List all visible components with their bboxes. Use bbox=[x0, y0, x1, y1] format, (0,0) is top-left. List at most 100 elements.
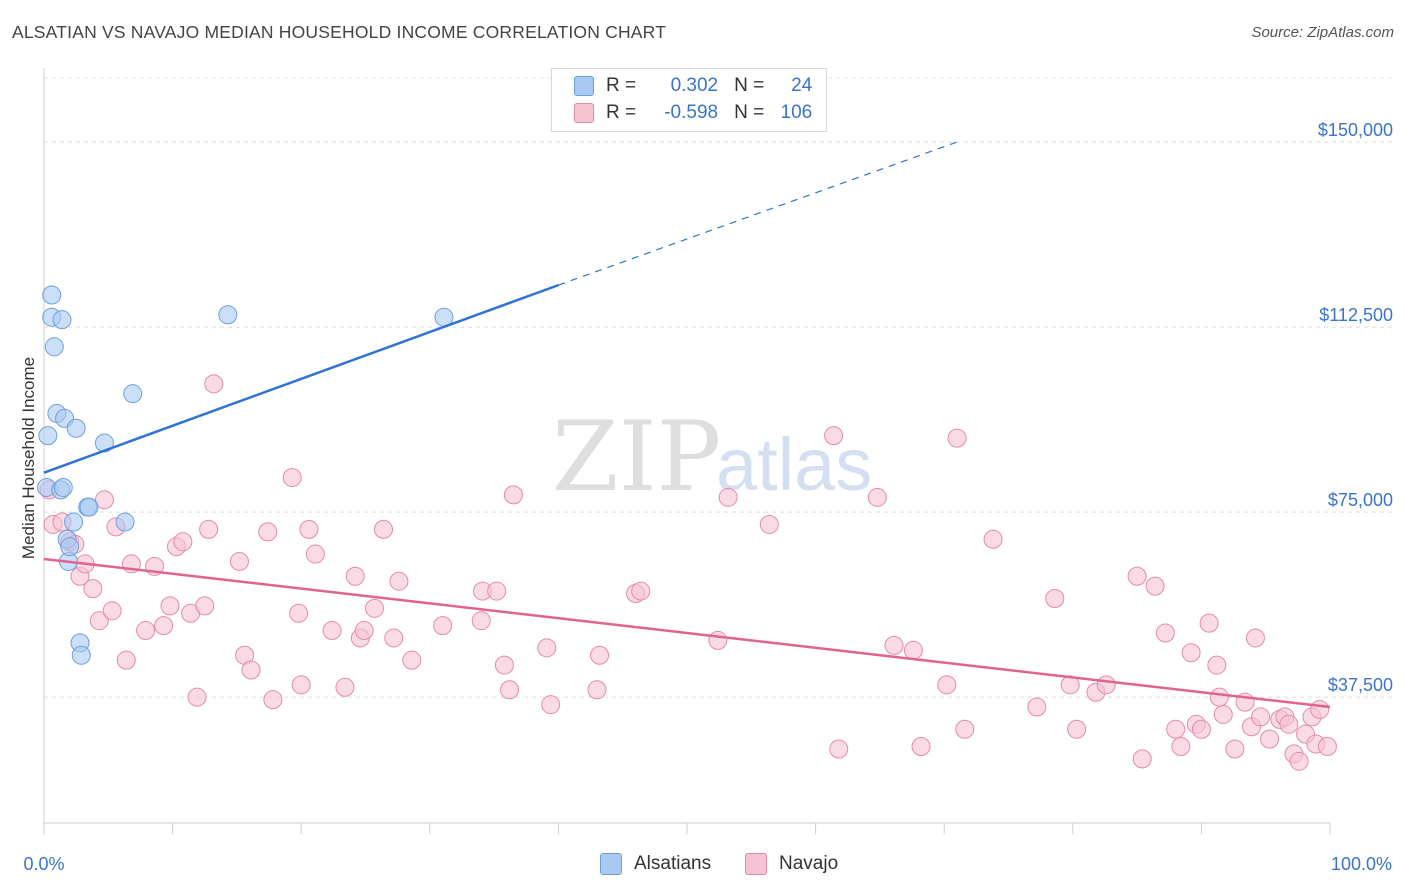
alsatians-point bbox=[71, 645, 91, 665]
stats-legend: R = 0.302 N = 24 R = -0.598 N = 106 bbox=[551, 68, 827, 132]
r-value: -0.598 bbox=[664, 102, 719, 123]
navajo-point bbox=[631, 581, 651, 601]
n-label: N = bbox=[734, 75, 765, 96]
navajo-point bbox=[1067, 719, 1087, 739]
legend-item-navajo[interactable]: Navajo bbox=[745, 851, 838, 877]
trend-lines bbox=[43, 141, 1331, 709]
navajo-point bbox=[374, 519, 394, 539]
navajo-point bbox=[1225, 739, 1245, 759]
navajo-point bbox=[1127, 566, 1147, 586]
navajo-point bbox=[494, 655, 514, 675]
navajo-point bbox=[263, 690, 283, 710]
alsatians-point bbox=[123, 384, 143, 404]
legend-row-alsatians: R = 0.302 N = 24 bbox=[574, 73, 812, 99]
alsatians-trend-line bbox=[43, 283, 559, 474]
alsatians-swatch bbox=[574, 76, 594, 96]
navajo-point bbox=[1279, 714, 1299, 734]
navajo-point bbox=[537, 638, 557, 658]
navajo-point bbox=[1132, 749, 1152, 769]
chart-title: ALSATIAN VS NAVAJO MEDIAN HOUSEHOLD INCO… bbox=[12, 22, 667, 42]
alsatians-point bbox=[66, 418, 86, 438]
navajo-point bbox=[433, 616, 453, 636]
navajo-point bbox=[487, 581, 507, 601]
axes-layer bbox=[43, 68, 1331, 834]
navajo-point bbox=[116, 650, 136, 670]
navajo-point bbox=[1207, 655, 1227, 675]
navajo-point bbox=[89, 611, 109, 631]
navajo-point bbox=[187, 687, 207, 707]
navajo-point bbox=[903, 640, 923, 660]
watermark-atlas: atlas bbox=[716, 423, 872, 506]
alsatians-legend-swatch bbox=[600, 853, 622, 875]
navajo-point bbox=[955, 719, 975, 739]
alsatians-point bbox=[60, 537, 80, 557]
navajo-point bbox=[1191, 719, 1211, 739]
navajo-point bbox=[258, 522, 278, 542]
navajo-point bbox=[136, 621, 156, 641]
navajo-point bbox=[195, 596, 215, 616]
navajo-point bbox=[1171, 737, 1191, 757]
navajo-point bbox=[241, 660, 261, 680]
navajo-point bbox=[173, 532, 193, 552]
navajo-point bbox=[1155, 623, 1175, 643]
x-tick-label: 0.0% bbox=[23, 854, 64, 874]
navajo-series bbox=[39, 374, 1337, 771]
navajo-point bbox=[1199, 613, 1219, 633]
navajo-point bbox=[1181, 643, 1201, 663]
n-value: 106 bbox=[780, 102, 813, 123]
navajo-point bbox=[824, 426, 844, 446]
navajo-point bbox=[289, 603, 309, 623]
navajo-point bbox=[354, 621, 374, 641]
navajo-point bbox=[305, 544, 325, 564]
navajo-point bbox=[1145, 576, 1165, 596]
navajo-point bbox=[402, 650, 422, 670]
alsatians-point bbox=[115, 512, 135, 532]
navajo-point bbox=[199, 519, 219, 539]
navajo-point bbox=[500, 680, 520, 700]
navajo-legend-label: Navajo bbox=[779, 853, 839, 874]
legend-item-alsatians[interactable]: Alsatians bbox=[600, 851, 711, 877]
r-value: 0.302 bbox=[670, 75, 719, 96]
navajo-point bbox=[389, 571, 409, 591]
navajo-point bbox=[102, 601, 122, 621]
navajo-point bbox=[718, 487, 738, 507]
navajo-point bbox=[335, 677, 355, 697]
x-tick-label: 100.0% bbox=[1331, 854, 1392, 874]
navajo-point bbox=[708, 630, 728, 650]
alsatians-point bbox=[52, 310, 72, 330]
navajo-point bbox=[1260, 729, 1280, 749]
navajo-point bbox=[937, 675, 957, 695]
n-value: 24 bbox=[791, 75, 813, 96]
navajo-point bbox=[229, 551, 249, 571]
navajo-point bbox=[1209, 687, 1229, 707]
navajo-point bbox=[160, 596, 180, 616]
r-label: R = bbox=[606, 75, 637, 96]
r-label: R = bbox=[606, 102, 637, 123]
source-label: Source: ZipAtlas.com bbox=[1251, 24, 1394, 41]
navajo-point bbox=[829, 739, 849, 759]
navajo-point bbox=[1289, 751, 1309, 771]
navajo-point bbox=[1027, 697, 1047, 717]
navajo-trend-line bbox=[43, 557, 1331, 709]
navajo-point bbox=[291, 675, 311, 695]
navajo-point bbox=[1245, 628, 1265, 648]
navajo-point bbox=[983, 529, 1003, 549]
alsatians-point bbox=[79, 497, 99, 517]
alsatians-legend-label: Alsatians bbox=[634, 853, 712, 874]
navajo-point bbox=[1166, 719, 1186, 739]
y-tick-label: $150,000 bbox=[1318, 120, 1393, 140]
navajo-point bbox=[1060, 675, 1080, 695]
alsatians-point bbox=[94, 433, 114, 453]
navajo-point bbox=[345, 566, 365, 586]
navajo-point bbox=[884, 635, 904, 655]
alsatians-point bbox=[64, 512, 84, 532]
y-tick-label: $37,500 bbox=[1328, 675, 1393, 695]
alsatians-series bbox=[37, 285, 454, 665]
legend-row-navajo: R = -0.598 N = 106 bbox=[574, 100, 812, 126]
navajo-swatch bbox=[574, 103, 594, 123]
alsatians-point bbox=[53, 477, 73, 497]
navajo-point bbox=[587, 680, 607, 700]
navajo-point bbox=[867, 487, 887, 507]
navajo-point bbox=[541, 695, 561, 715]
